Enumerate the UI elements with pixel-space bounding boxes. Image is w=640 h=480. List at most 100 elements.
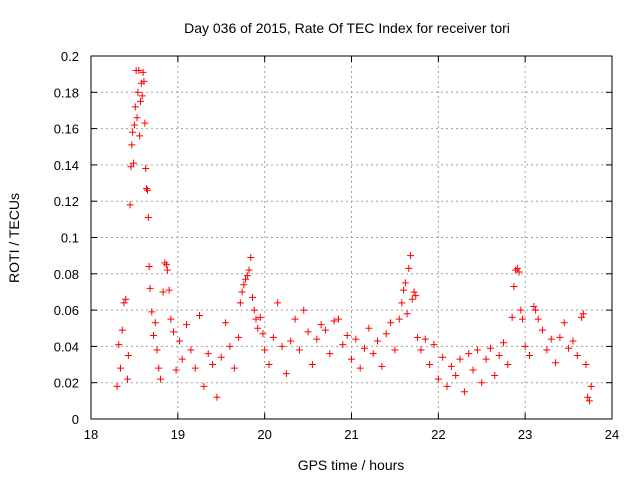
data-point (587, 382, 595, 390)
data-point (117, 364, 125, 372)
data-point (407, 252, 415, 260)
data-point (130, 159, 138, 167)
data-point (365, 324, 373, 332)
data-point (356, 364, 364, 372)
data-point (123, 375, 131, 383)
data-point (460, 388, 468, 396)
data-point (334, 315, 342, 323)
data-point (142, 165, 150, 173)
data-point (565, 344, 573, 352)
data-point (269, 333, 277, 341)
data-point (156, 375, 164, 383)
data-point (491, 371, 499, 379)
x-tick-label: 19 (171, 427, 185, 442)
data-point (127, 163, 135, 171)
data-point (400, 286, 408, 294)
y-tick-label: 0.02 (54, 376, 79, 391)
data-point (361, 344, 369, 352)
data-point (352, 335, 360, 343)
data-point (395, 315, 403, 323)
data-point (387, 319, 395, 327)
data-point (191, 364, 199, 372)
data-point (313, 335, 321, 343)
grid-layer (91, 56, 612, 419)
data-point (343, 332, 351, 340)
ticks-layer: 18 19 20 21 22 23 24 0 0.02 0.04 0.06 0.08 0.1 0.12 0.… (54, 49, 620, 442)
data-point (421, 335, 429, 343)
data-point (434, 375, 442, 383)
data-point (155, 364, 163, 372)
data-point (236, 299, 244, 307)
data-point (222, 319, 230, 327)
x-tick-label: 21 (344, 427, 358, 442)
data-point (136, 97, 144, 105)
data-point (153, 346, 161, 354)
data-point (552, 359, 560, 367)
data-point (391, 346, 399, 354)
data-point (486, 344, 494, 352)
data-point (439, 353, 447, 361)
data-point (403, 310, 411, 318)
data-point (151, 319, 159, 327)
x-tick-label: 20 (257, 427, 271, 442)
data-point (187, 346, 195, 354)
data-point (348, 355, 355, 363)
data-point (510, 283, 518, 291)
data-point (250, 306, 258, 314)
data-point (573, 351, 581, 359)
data-point (539, 326, 547, 334)
y-tick-label: 0.2 (61, 49, 79, 64)
y-tick-label: 0.16 (54, 122, 79, 137)
data-point (259, 330, 267, 338)
data-point (247, 253, 255, 261)
data-point (412, 292, 420, 300)
data-point (124, 351, 132, 359)
data-point (133, 114, 141, 122)
data-point (178, 355, 186, 363)
data-point (547, 335, 555, 343)
data-point (413, 333, 421, 341)
data-point (513, 264, 521, 272)
data-point (213, 393, 221, 401)
data-point (417, 346, 425, 354)
data-point (135, 67, 143, 75)
data-point (532, 306, 540, 314)
data-point (146, 284, 154, 292)
data-point (405, 264, 413, 272)
data-point (534, 315, 542, 323)
data-point (130, 121, 138, 129)
y-tick-label: 0.12 (54, 194, 79, 209)
data-point (274, 299, 282, 307)
data-point (282, 370, 290, 378)
data-point (118, 326, 126, 334)
y-tick-label: 0.14 (54, 158, 79, 173)
data-point (582, 361, 590, 369)
data-point (465, 350, 473, 358)
data-point (148, 308, 156, 316)
data-point (140, 77, 148, 85)
data-point (217, 353, 225, 361)
data-point (265, 361, 273, 369)
data-point (374, 337, 382, 345)
data-point (113, 382, 121, 390)
x-axis-label: GPS time / hours (298, 457, 405, 473)
data-point (243, 272, 251, 280)
data-point (495, 351, 503, 359)
y-tick-label: 0.06 (54, 303, 79, 318)
data-point (129, 128, 137, 136)
data-point (161, 259, 169, 267)
data-point (521, 342, 529, 350)
data-point (317, 321, 325, 329)
data-point (167, 315, 175, 323)
data-point (556, 333, 564, 341)
data-point (136, 132, 144, 140)
data-point (469, 366, 477, 374)
x-tick-label: 18 (84, 427, 98, 442)
data-point (410, 288, 418, 296)
data-point (141, 119, 149, 127)
data-point (526, 351, 534, 359)
data-point (326, 350, 334, 358)
data-point (230, 364, 238, 372)
data-point (131, 103, 139, 111)
data-point (144, 214, 152, 222)
